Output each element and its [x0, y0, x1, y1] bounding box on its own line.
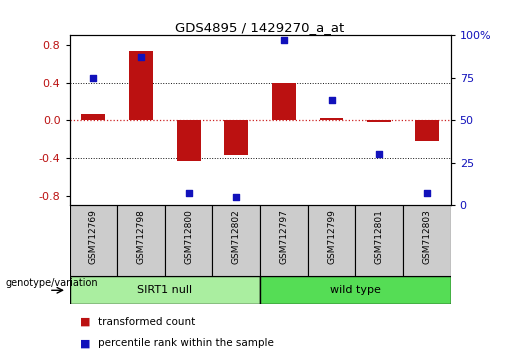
Bar [177, 120, 200, 161]
Text: GSM712802: GSM712802 [232, 209, 241, 264]
Point [280, 38, 288, 43]
Bar [117, 205, 165, 276]
Text: GSM712801: GSM712801 [375, 209, 384, 264]
Bar [165, 205, 212, 276]
Bar [70, 276, 260, 304]
Bar [212, 205, 260, 276]
Text: SIRT1 null: SIRT1 null [137, 285, 193, 295]
Text: transformed count: transformed count [98, 317, 195, 327]
Bar [129, 51, 153, 120]
Point [137, 55, 145, 60]
Text: GSM712799: GSM712799 [327, 209, 336, 264]
Text: wild type: wild type [330, 285, 381, 295]
Bar [367, 120, 391, 122]
Text: genotype/variation: genotype/variation [5, 278, 98, 288]
Bar [70, 205, 117, 276]
Bar [355, 205, 403, 276]
Bar [320, 119, 344, 120]
Text: ■: ■ [80, 338, 90, 348]
Text: GSM712769: GSM712769 [89, 209, 98, 264]
Bar [403, 205, 451, 276]
Text: GSM712797: GSM712797 [280, 209, 288, 264]
Bar [415, 120, 439, 141]
Point [89, 75, 97, 81]
Point [375, 152, 383, 157]
Bar [81, 114, 105, 120]
Bar [272, 82, 296, 120]
Text: GSM712800: GSM712800 [184, 209, 193, 264]
Bar [260, 205, 308, 276]
Text: percentile rank within the sample: percentile rank within the sample [98, 338, 274, 348]
Point [328, 97, 336, 103]
Text: ■: ■ [80, 317, 90, 327]
Point [423, 190, 431, 196]
Text: GSM712798: GSM712798 [136, 209, 145, 264]
Bar [260, 276, 451, 304]
Bar [225, 120, 248, 155]
Bar [307, 205, 355, 276]
Point [232, 194, 241, 200]
Text: GSM712803: GSM712803 [422, 209, 431, 264]
Point [184, 190, 193, 196]
Title: GDS4895 / 1429270_a_at: GDS4895 / 1429270_a_at [176, 21, 345, 34]
